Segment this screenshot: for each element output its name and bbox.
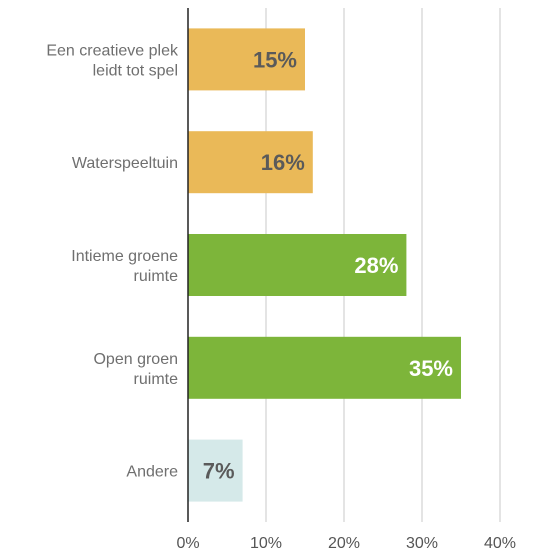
data-labels: 15% 16% 28% 35% 7% bbox=[203, 47, 453, 483]
bar bbox=[188, 234, 407, 296]
x-tick-label: 10% bbox=[250, 535, 282, 551]
x-tick-label: 20% bbox=[328, 535, 360, 551]
bar bbox=[188, 131, 313, 194]
category-label: Een creatieve plek leidt tot spel bbox=[46, 42, 179, 79]
data-label: 28% bbox=[354, 253, 398, 278]
category-label: Andere bbox=[126, 464, 178, 481]
bar bbox=[188, 439, 243, 502]
bars bbox=[188, 28, 461, 502]
data-label: 35% bbox=[409, 356, 453, 381]
category-labels: Een creatieve plek leidt tot spel Waterspe… bbox=[46, 42, 179, 480]
x-tick-label: 0% bbox=[176, 535, 199, 551]
data-label: 7% bbox=[203, 459, 235, 484]
data-label: 16% bbox=[261, 150, 305, 175]
bar bbox=[188, 336, 461, 399]
category-label: Open groen ruimte bbox=[93, 351, 178, 388]
bar bbox=[188, 28, 305, 91]
x-axis-tick-labels: 0% 10% 20% 30% 40% bbox=[176, 535, 516, 551]
x-tick-label: 30% bbox=[406, 535, 438, 551]
data-label: 15% bbox=[253, 47, 297, 72]
x-tick-label: 40% bbox=[484, 535, 516, 551]
category-label: Intieme groene ruimte bbox=[71, 248, 178, 285]
category-label: Waterspeeltuin bbox=[72, 155, 178, 172]
